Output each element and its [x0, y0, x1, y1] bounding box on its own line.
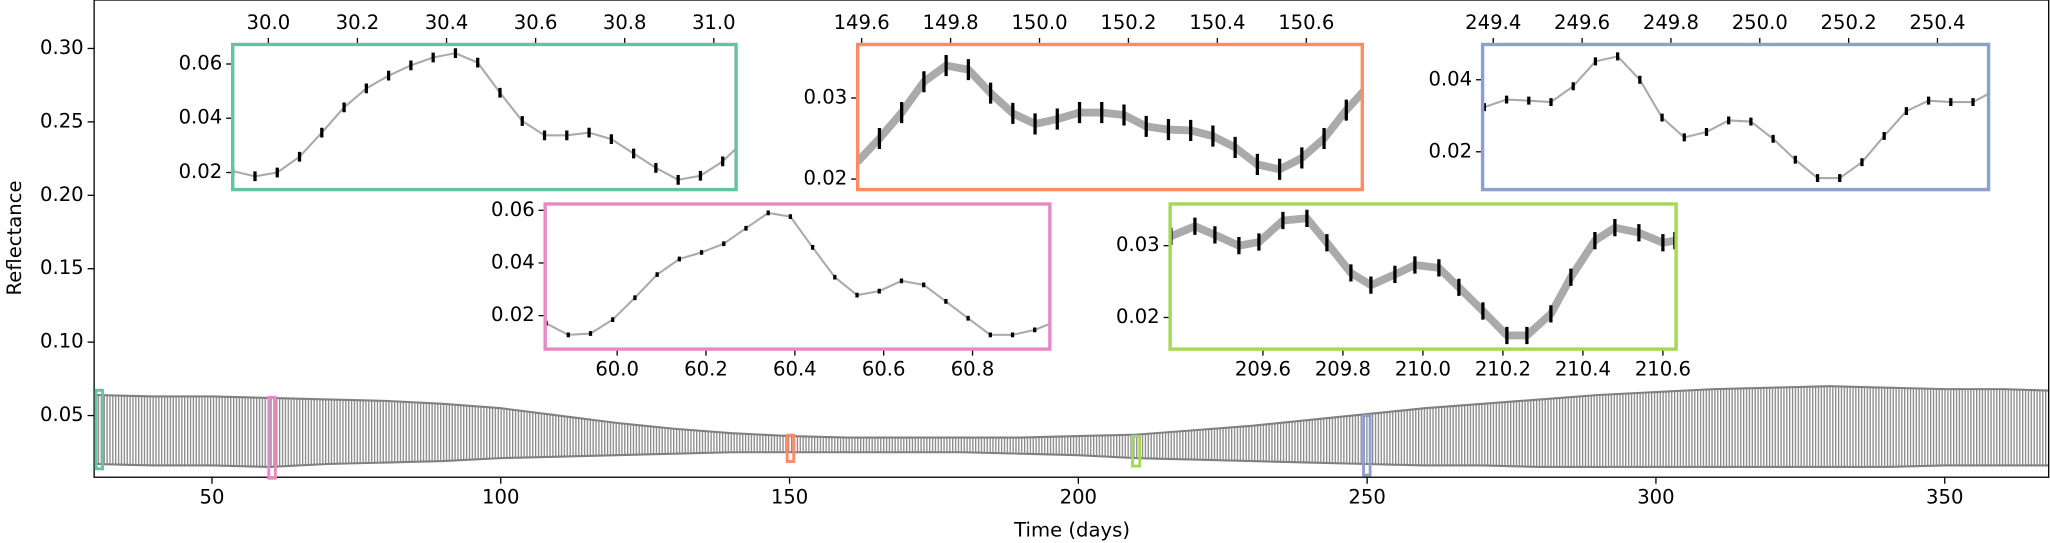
y-tick-label: 0.20 — [40, 183, 84, 206]
x-tick-label: 30.2 — [336, 11, 380, 34]
x-tick-label: 250.4 — [1909, 11, 1965, 34]
axes-frame — [231, 42, 738, 192]
x-tick-label: 150 — [771, 486, 808, 509]
y-axis-label: Reflectance — [3, 180, 26, 295]
zoom-marker — [94, 388, 104, 471]
x-tick-label: 150.6 — [1278, 11, 1334, 34]
x-tick-label: 210.2 — [1475, 358, 1531, 381]
x-tick-label: 100 — [482, 486, 519, 509]
plot-area — [1482, 52, 1989, 183]
y-tick-label: 0.03 — [804, 85, 848, 108]
x-tick-label: 150.0 — [1011, 11, 1067, 34]
x-tick-label: 250.0 — [1732, 11, 1788, 34]
signal-envelope — [96, 451, 2049, 468]
x-tick-label: 149.8 — [923, 11, 979, 34]
x-tick-label: 60.4 — [773, 358, 817, 381]
x-tick-label: 300 — [1637, 486, 1674, 509]
plot-area — [545, 210, 1050, 338]
y-tick-label: 0.30 — [40, 36, 84, 59]
series-line — [545, 211, 1050, 336]
axes-frame — [93, 0, 2050, 478]
x-tick-label: 209.6 — [1235, 358, 1291, 381]
series-line — [857, 61, 1363, 174]
axes-frame — [855, 42, 1365, 192]
x-tick-label: 200 — [1060, 486, 1097, 509]
y-tick-label: 0.25 — [40, 109, 84, 132]
plot-area — [857, 55, 1363, 180]
x-tick-label: 249.4 — [1465, 11, 1521, 34]
axes-frame — [543, 202, 1052, 351]
x-tick-label: 250.2 — [1821, 11, 1877, 34]
y-tick-label: 0.03 — [1116, 233, 1160, 256]
y-tick-label: 0.02 — [1116, 305, 1160, 328]
zoom-marker — [1131, 434, 1142, 468]
axes-frame — [1480, 42, 1991, 192]
y-tick-label: 0.10 — [40, 330, 84, 353]
x-tick-label: 30.4 — [425, 11, 469, 34]
signal-envelope — [96, 385, 2049, 439]
y-tick-label: 0.06 — [179, 52, 223, 75]
y-tick-label: 0.02 — [491, 303, 535, 326]
series-line — [1484, 55, 1989, 180]
x-tick-label: 30.6 — [514, 11, 558, 34]
y-tick-label: 0.05 — [40, 403, 84, 426]
y-tick-label: 0.02 — [1428, 139, 1472, 162]
signal-band — [96, 386, 2049, 467]
zoom-marker — [1362, 414, 1372, 477]
plot-area — [96, 385, 2049, 468]
x-tick-label: 150.4 — [1189, 11, 1245, 34]
y-tick-label: 0.02 — [804, 167, 848, 190]
x-tick-label: 210.4 — [1555, 358, 1611, 381]
y-tick-label: 0.06 — [491, 198, 535, 221]
x-tick-label: 210.0 — [1395, 358, 1451, 381]
y-tick-label: 0.02 — [179, 160, 223, 183]
y-tick-label: 0.04 — [179, 106, 223, 129]
x-tick-label: 209.8 — [1315, 358, 1371, 381]
x-tick-label: 249.8 — [1643, 11, 1699, 34]
x-tick-label: 30.8 — [603, 11, 647, 34]
x-tick-label: 60.8 — [951, 358, 995, 381]
series-line — [1170, 214, 1676, 340]
x-tick-label: 250 — [1348, 486, 1385, 509]
axes-frame — [1168, 202, 1678, 351]
zoom-marker — [267, 395, 277, 480]
x-tick-label: 60.0 — [595, 358, 639, 381]
x-tick-label: 60.6 — [862, 358, 906, 381]
x-tick-label: 149.6 — [834, 11, 890, 34]
x-axis-label: Time (days) — [1013, 518, 1130, 541]
series-line — [232, 52, 737, 181]
x-tick-label: 350 — [1926, 486, 1963, 509]
y-tick-label: 0.04 — [491, 250, 535, 273]
x-tick-label: 50 — [199, 486, 224, 509]
x-tick-label: 210.6 — [1635, 358, 1691, 381]
x-tick-label: 150.2 — [1100, 11, 1156, 34]
y-tick-label: 0.15 — [40, 256, 84, 279]
x-tick-label: 249.6 — [1554, 11, 1610, 34]
x-tick-label: 30.0 — [247, 11, 291, 34]
plot-area — [232, 48, 737, 185]
zoom-marker — [785, 433, 796, 463]
x-tick-label: 31.0 — [692, 11, 736, 34]
plot-area — [1170, 209, 1677, 345]
x-tick-label: 60.2 — [684, 358, 728, 381]
y-tick-label: 0.04 — [1428, 67, 1472, 90]
